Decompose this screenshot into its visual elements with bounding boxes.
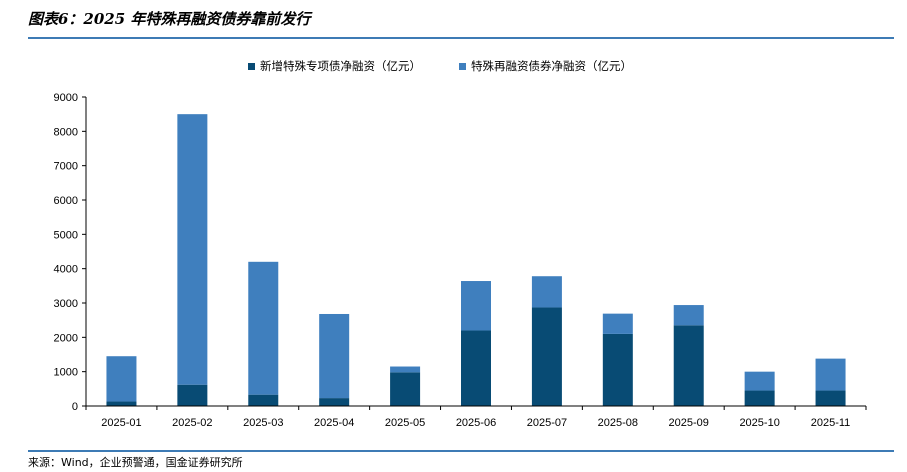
legend-label-series-2: 特殊再融资债券净融资（亿元） <box>471 59 632 73</box>
x-axis: 2025-01 2025-02 2025-03 2025-04 2025-05 2025-… <box>85 405 867 429</box>
bar-special-refinancing-bond-2025-08 <box>602 313 633 334</box>
bar-special-refinancing-bond-2025-11 <box>815 358 846 391</box>
bar-special-refinancing-bond-2025-02 <box>177 114 208 385</box>
y-tick-label: 4000 <box>54 264 78 276</box>
y-tick-label: 8000 <box>54 126 78 138</box>
x-tick-label: 2025-06 <box>456 417 496 429</box>
legend-swatch-series-2 <box>459 62 466 70</box>
x-tick-label: 2025-04 <box>314 417 354 429</box>
y-tick-label: 0 <box>72 401 78 413</box>
bar-series-group <box>106 114 846 406</box>
y-tick-label: 3000 <box>54 298 78 310</box>
bar-special-refinancing-bond-2025-09 <box>673 305 704 326</box>
y-tick-label: 5000 <box>54 229 78 241</box>
bar-special-refinancing-bond-2025-03 <box>248 261 279 395</box>
legend-swatch-series-1 <box>248 62 255 70</box>
bar-special-refinancing-bond-2025-07 <box>531 276 562 308</box>
y-axis: 0 1000 2000 3000 4000 5000 6000 7000 8000 9000 <box>54 92 87 413</box>
bar-special-refinancing-bond-2025-05 <box>390 366 421 373</box>
legend-item-special-refinancing-bond: 特殊再融资债券净融资（亿元） <box>459 58 632 74</box>
bar-special-refinancing-bond-2025-01 <box>106 356 137 402</box>
legend-item-new-special-bond: 新增特殊专项债净融资（亿元） <box>248 58 421 74</box>
bar-special-refinancing-bond-2025-10 <box>744 371 775 391</box>
x-tick-label: 2025-02 <box>172 417 212 429</box>
bar-new-special-bond-2025-11 <box>815 390 846 406</box>
chart-title: 图表6：2025 年特殊再融资债券靠前发行 <box>28 10 311 28</box>
bar-new-special-bond-2025-07 <box>531 307 562 406</box>
bar-new-special-bond-2025-06 <box>461 330 491 406</box>
x-tick-label: 2025-07 <box>527 417 567 429</box>
bar-special-refinancing-bond-2025-06 <box>461 281 491 331</box>
footer-rule <box>28 450 894 452</box>
bar-new-special-bond-2025-01 <box>106 401 137 406</box>
y-tick-label: 9000 <box>54 92 78 104</box>
bar-new-special-bond-2025-09 <box>673 325 704 406</box>
bar-new-special-bond-2025-08 <box>602 333 633 406</box>
bar-new-special-bond-2025-04 <box>319 398 350 406</box>
x-tick-label: 2025-09 <box>669 417 709 429</box>
bar-special-refinancing-bond-2025-04 <box>319 313 350 399</box>
y-tick-label: 2000 <box>54 332 78 344</box>
y-tick-label: 7000 <box>54 161 78 173</box>
x-tick-label: 2025-05 <box>385 417 425 429</box>
x-tick-label: 2025-11 <box>811 417 851 429</box>
x-tick-label: 2025-10 <box>739 417 779 429</box>
bar-new-special-bond-2025-02 <box>177 384 208 406</box>
y-tick-label: 6000 <box>54 195 78 207</box>
x-tick-label: 2025-03 <box>243 417 283 429</box>
chart-legend: 新增特殊专项债净融资（亿元） 特殊再融资债券净融资（亿元） <box>248 58 670 74</box>
bar-new-special-bond-2025-10 <box>744 390 775 406</box>
x-tick-label: 2025-01 <box>101 417 141 429</box>
source-note: 来源：Wind，企业预警通，国金证券研究所 <box>28 456 243 469</box>
x-tick-label: 2025-08 <box>598 417 638 429</box>
bar-new-special-bond-2025-05 <box>390 372 421 406</box>
bar-new-special-bond-2025-03 <box>248 394 279 406</box>
y-tick-label: 1000 <box>54 367 78 379</box>
legend-label-series-1: 新增特殊专项债净融资（亿元） <box>260 59 421 73</box>
title-rule <box>28 37 894 39</box>
